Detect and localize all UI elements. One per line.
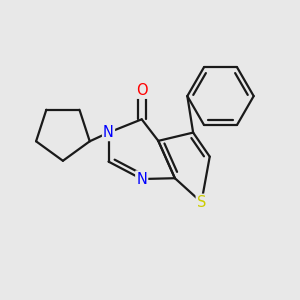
Text: N: N	[103, 125, 114, 140]
Text: S: S	[197, 195, 206, 210]
Text: O: O	[136, 83, 148, 98]
Text: N: N	[136, 172, 147, 187]
